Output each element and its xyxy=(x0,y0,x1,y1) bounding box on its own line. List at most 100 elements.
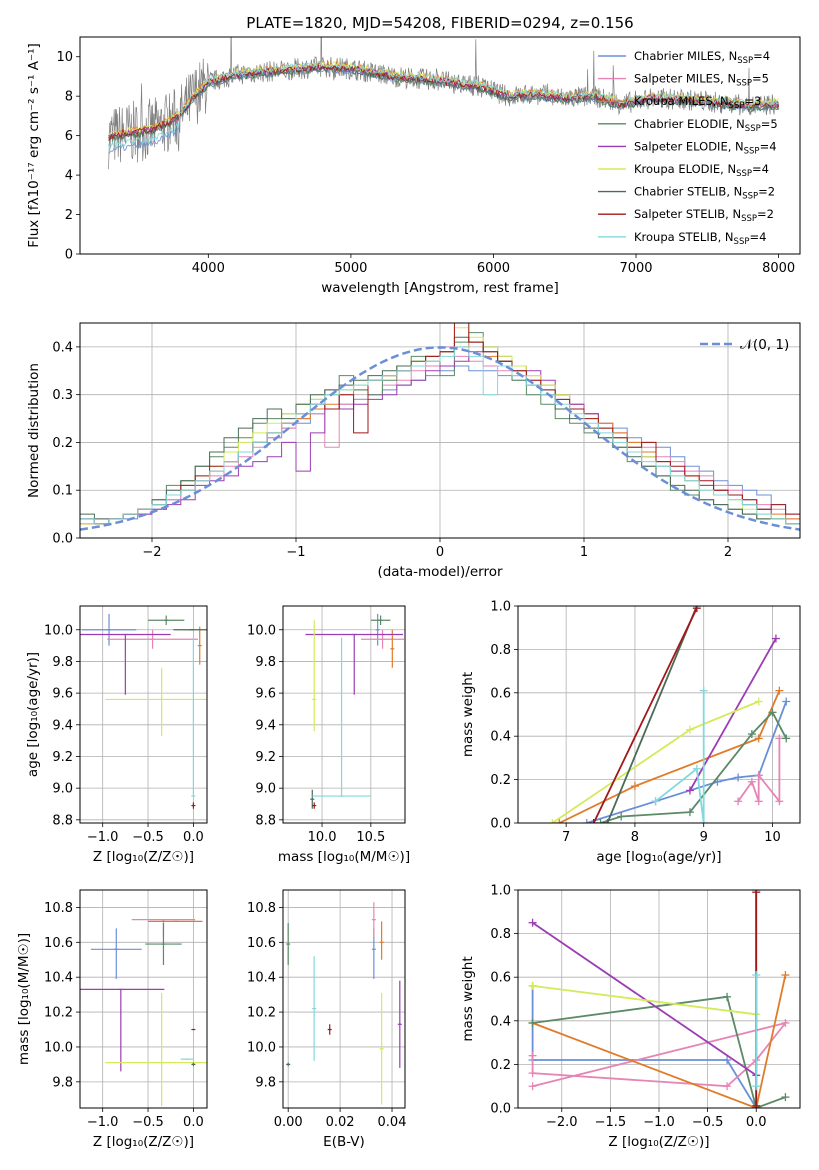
plus-marker xyxy=(528,1018,537,1027)
y-tick-label: 0.8 xyxy=(490,927,511,942)
axes-frame xyxy=(282,889,406,1109)
error-bar-point xyxy=(286,1062,291,1067)
y-tick-label: 0.0 xyxy=(490,1102,511,1117)
y-tick-label: 0.3 xyxy=(52,388,73,403)
error-bar-point xyxy=(107,629,198,649)
legend-name: Chabrier MILES, N xyxy=(634,49,737,63)
error-bar-point xyxy=(312,956,317,1061)
plus-marker xyxy=(651,797,660,806)
plus-marker xyxy=(685,808,694,817)
x-axis-label: wavelength [Angstrom, rest frame] xyxy=(321,280,559,296)
y-tick-label: 0.4 xyxy=(52,340,73,355)
x-tick-label: 0 xyxy=(436,545,444,560)
ticks: −2 −1 0 1 2 0.0 0.1 0.2 0.3 0.4 xyxy=(52,340,732,560)
x-tick-label: 0.04 xyxy=(378,1115,407,1130)
error-bar-point xyxy=(145,923,182,965)
y-tick-label: 9.2 xyxy=(52,750,73,765)
y-axis-label: Flux [fλ10⁻¹⁷ erg cm⁻² s⁻¹ A⁻¹] xyxy=(26,43,42,248)
legend-subscript: SSP xyxy=(745,124,761,134)
x-tick-label: 5000 xyxy=(334,261,367,276)
mass-weight-series-line xyxy=(532,985,757,1016)
y-tick-label: 8.8 xyxy=(255,813,276,828)
grid-lines xyxy=(80,606,207,823)
legend-label: Chabrier ELODIE, NSSP=5 xyxy=(634,117,778,134)
plus-marker xyxy=(752,1082,761,1091)
plus-marker xyxy=(692,606,701,613)
mass-weight-series-line xyxy=(532,974,787,1108)
x-tick-label: 7000 xyxy=(619,261,652,276)
y-tick-label: 8.8 xyxy=(52,813,73,828)
legend-label: Chabrier STELIB, NSSP=2 xyxy=(634,185,775,202)
error-bar-point xyxy=(379,992,384,1105)
legend-name: Kroupa MILES, N xyxy=(634,94,729,108)
y-tick-label: 10 xyxy=(56,50,73,65)
error-bar-point xyxy=(371,902,376,938)
x-tick-label: −2 xyxy=(142,545,161,560)
x-axis-label: Z [log₁₀(Z/Z☉)] xyxy=(93,1134,194,1150)
legend-name: Salpeter STELIB, N xyxy=(634,207,741,221)
plus-marker xyxy=(781,1018,790,1027)
x-tick-label: 7 xyxy=(562,830,570,845)
legend-subscript: SSP xyxy=(729,101,745,111)
plus-marker xyxy=(775,686,784,695)
y-tick-label: 2 xyxy=(65,208,73,223)
plot-area xyxy=(80,919,207,1107)
axes-frame xyxy=(79,889,208,1109)
y-tick-label: 10.6 xyxy=(44,936,73,951)
age-vs-mass-panel: 10.0 10.5 8.8 9.0 9.2 9.4 9.6 9.8 10.0 mass [log₁… xyxy=(247,605,410,865)
mass-weight-vs-metallicity-panel: −2.0 −1.5 −1.0 −0.5 0.0 0.0 0.2 0.4 0.6 0.8 1.0 Z [… xyxy=(460,884,801,1150)
plus-marker xyxy=(528,1069,537,1078)
plus-marker xyxy=(582,819,591,823)
mass-weight-series-line xyxy=(532,921,757,1077)
plus-marker xyxy=(768,708,777,717)
plus-marker xyxy=(630,782,639,791)
y-tick-label: 0.1 xyxy=(52,484,73,499)
x-tick-label: −1.0 xyxy=(87,1115,119,1130)
mass-weight-series-line xyxy=(592,607,698,823)
error-bar-point xyxy=(379,921,384,960)
x-tick-label: −1.0 xyxy=(643,1115,675,1130)
legend-subscript: SSP xyxy=(736,79,752,89)
plus-marker xyxy=(781,971,790,980)
mass-vs-metallicity-panel: −1.0 −0.5 0.0 9.8 10.0 10.2 10.4 10.6 10.8 Z [log… xyxy=(16,889,208,1150)
ticks: 10.0 10.5 8.8 9.0 9.2 9.4 9.6 9.8 10.0 xyxy=(247,623,385,845)
legend-label: Salpeter MILES, NSSP=5 xyxy=(634,72,769,89)
y-tick-label: 0.8 xyxy=(490,643,511,658)
y-tick-label: 10.6 xyxy=(247,936,276,951)
legend-subscript: SSP xyxy=(742,192,758,202)
y-tick-label: 10.2 xyxy=(247,1006,276,1021)
legend-label: Salpeter STELIB, NSSP=2 xyxy=(634,207,774,224)
axes-frame xyxy=(282,605,406,824)
x-tick-label: −1.5 xyxy=(595,1115,627,1130)
ticks: 0.00 0.02 0.04 9.8 10.0 10.2 10.4 10.6 10.8 xyxy=(247,901,406,1130)
x-tick-label: 0.0 xyxy=(183,1115,204,1130)
model-spectrum-line xyxy=(108,60,779,152)
y-axis-label: mass weight xyxy=(460,672,476,757)
error-bar-point xyxy=(327,1024,332,1035)
y-tick-label: 0.6 xyxy=(490,971,511,986)
legend-name: Kroupa STELIB, N xyxy=(634,230,734,244)
plus-marker xyxy=(734,773,743,782)
plot-area xyxy=(80,613,207,809)
x-tick-label: −0.5 xyxy=(692,1115,724,1130)
x-tick-label: 0.0 xyxy=(183,830,204,845)
x-tick-label: −1.0 xyxy=(87,830,119,845)
y-tick-label: 0.0 xyxy=(52,532,73,547)
plus-marker xyxy=(754,771,763,780)
plot-area xyxy=(108,37,780,170)
legend-suffix: =4 xyxy=(749,230,766,244)
plus-marker xyxy=(747,730,756,739)
plus-marker xyxy=(782,734,791,743)
legend-name: Salpeter MILES, N xyxy=(634,72,736,86)
plot-area xyxy=(528,890,790,1108)
error-bar-point xyxy=(375,613,380,646)
plus-marker xyxy=(685,725,694,734)
error-bar-point xyxy=(105,667,207,736)
y-tick-label: 10.0 xyxy=(44,623,73,638)
error-bar-point xyxy=(312,802,317,809)
plus-marker xyxy=(754,734,763,743)
x-axis-label: age [log₁₀(age/yr)] xyxy=(596,849,721,865)
plus-marker xyxy=(747,777,756,786)
spectrum-panel: PLATE=1820, MJD=54208, FIBERID=0294, z=0… xyxy=(26,14,801,296)
y-tick-label: 9.8 xyxy=(52,655,73,670)
